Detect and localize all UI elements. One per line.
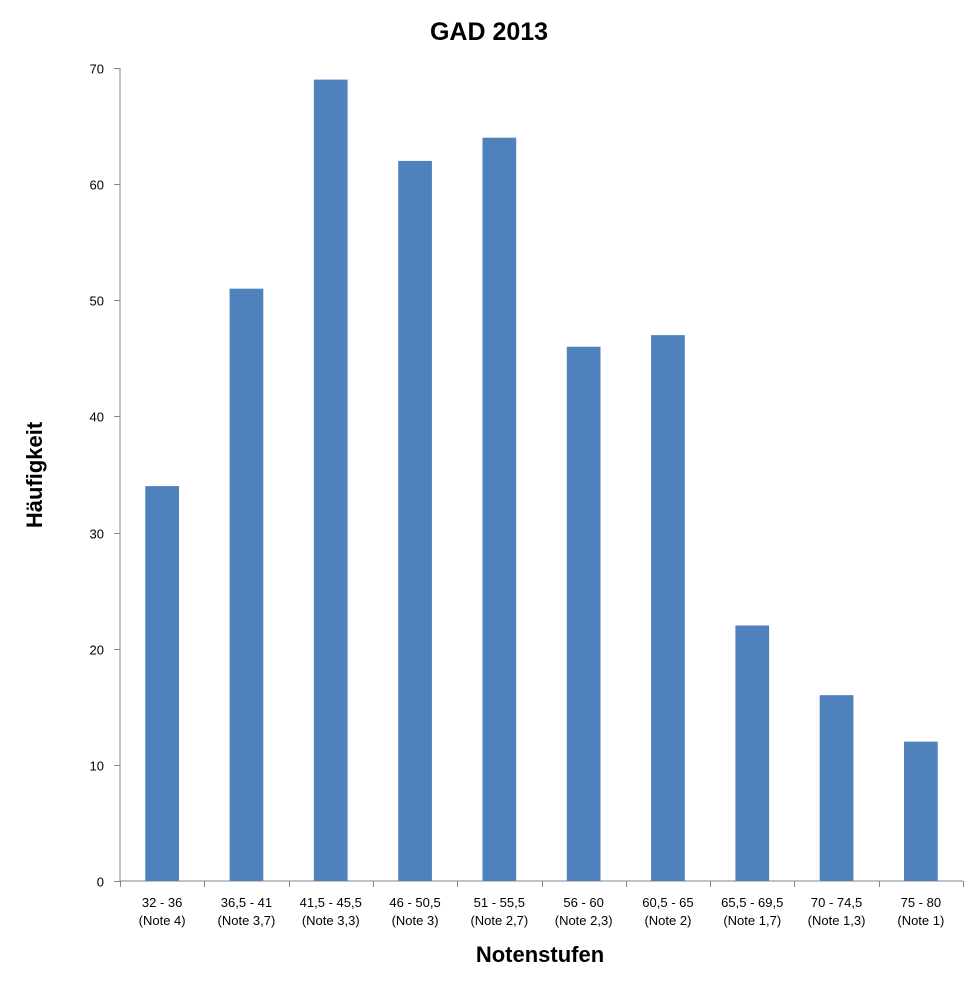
x-tick-label: (Note 3) (392, 913, 439, 928)
bar (145, 486, 180, 881)
x-axis-title: Notenstufen (476, 942, 604, 967)
y-tick-label: 20 (90, 643, 104, 658)
x-tick-label: 56 - 60 (563, 895, 603, 910)
x-tick-label: 51 - 55,5 (474, 895, 525, 910)
x-tick-label: 70 - 74,5 (811, 895, 862, 910)
x-tick-label: (Note 1,7) (723, 913, 781, 928)
y-tick-label: 10 (90, 759, 104, 774)
y-tick-label: 30 (90, 527, 104, 542)
y-tick-label: 50 (90, 294, 104, 309)
x-tick-label: 75 - 80 (901, 895, 941, 910)
x-tick-label: (Note 3,7) (218, 913, 276, 928)
y-tick-label: 70 (90, 62, 104, 77)
bar (398, 160, 432, 881)
x-tick-label: 36,5 - 41 (221, 895, 272, 910)
y-tick-label: 0 (97, 875, 104, 890)
x-tick-label: 65,5 - 69,5 (721, 895, 783, 910)
x-tick-label: (Note 1) (897, 913, 944, 928)
x-tick-label: 46 - 50,5 (389, 895, 440, 910)
bar (735, 625, 770, 881)
bar (313, 79, 348, 882)
bar (482, 137, 517, 881)
x-tick-label: (Note 1,3) (808, 913, 866, 928)
x-tick-label: (Note 4) (139, 913, 186, 928)
x-tick-label: 41,5 - 45,5 (300, 895, 362, 910)
x-tick-label: (Note 2,3) (555, 913, 613, 928)
x-tick-label: 32 - 36 (142, 895, 182, 910)
plot-area: 0 10 20 30 40 50 60 70 32 - 36 (Note 4) 36,5 - 41 (… (90, 62, 964, 928)
bar (651, 335, 685, 881)
bar (566, 346, 601, 881)
x-tick-label: (Note 2) (644, 913, 691, 928)
y-tick-label: 40 (90, 410, 104, 425)
y-axis-title: Häufigkeit (22, 421, 47, 528)
y-tick-label: 60 (90, 178, 104, 193)
bar (903, 741, 938, 881)
x-tick-label: (Note 2,7) (470, 913, 528, 928)
chart-title: GAD 2013 (430, 18, 548, 46)
bar (819, 695, 854, 881)
bar (229, 288, 264, 881)
x-tick-label: (Note 3,3) (302, 913, 360, 928)
x-tick-label: 60,5 - 65 (642, 895, 693, 910)
